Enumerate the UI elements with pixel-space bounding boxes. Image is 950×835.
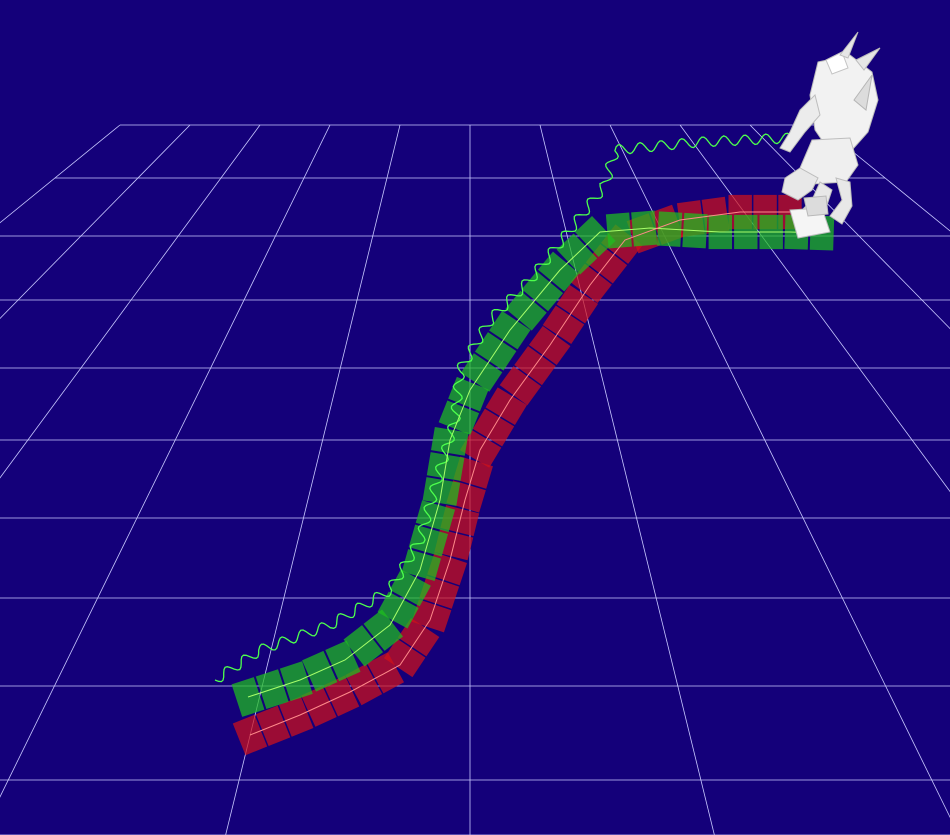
com-trajectory [214,132,791,683]
grid-line [0,124,261,479]
zmp-trajectory-right [249,211,790,736]
grid-line [0,124,191,319]
left-footsteps [231,210,835,717]
grid-line [819,124,950,232]
grid-line [0,124,331,798]
humanoid-robot-icon[interactable] [779,31,881,239]
zmp-trajectory-left [247,227,823,698]
grid-line [749,124,950,330]
grid-line [0,124,121,224]
